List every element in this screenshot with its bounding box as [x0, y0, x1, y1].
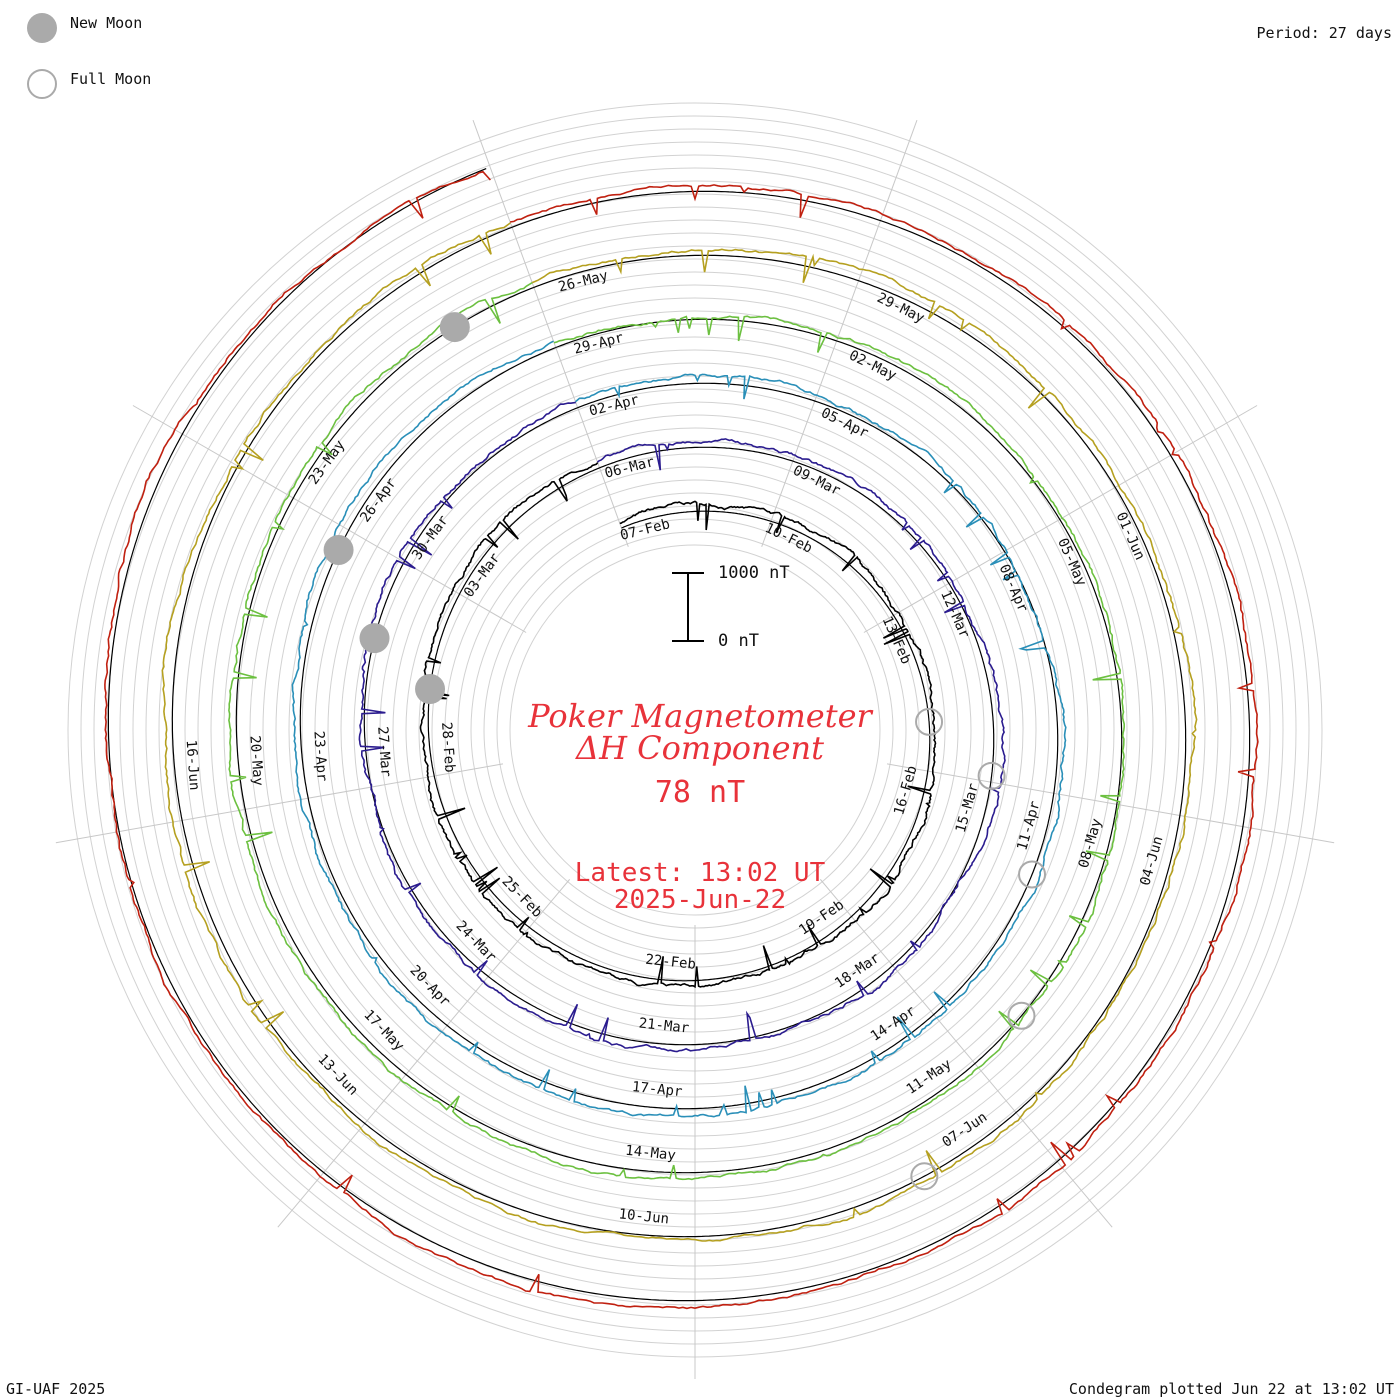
date-tick-label: 28-Feb — [438, 722, 457, 774]
series-line — [161, 222, 1198, 1242]
scale-bottom-label: 0 nT — [718, 631, 759, 651]
baseline-spiral — [107, 168, 1251, 1302]
full-moon-marker — [1018, 860, 1047, 889]
period-label: Period: 27 days — [1256, 24, 1392, 42]
baseline-turn — [299, 346, 1059, 1110]
moon-markers — [323, 312, 1047, 1191]
chart-title-line2: ΔH Component — [575, 729, 825, 767]
grid-spoke — [277, 879, 571, 1228]
series-line — [291, 340, 1067, 1118]
full-moon-marker — [977, 761, 1006, 790]
date-tick-label: 02-May — [846, 348, 898, 385]
date-tick-label: 05-Apr — [818, 405, 870, 442]
grid-spoke — [819, 879, 1113, 1228]
grid-ring — [509, 544, 881, 916]
full-moon-label: Full Moon — [70, 70, 152, 88]
grid-spoke — [761, 119, 918, 547]
full-moon-marker — [915, 707, 944, 736]
baseline-turn — [171, 226, 1187, 1238]
date-tick-label: 27-Mar — [374, 726, 393, 778]
date-tick-label: 21-Mar — [638, 1015, 690, 1036]
date-tick-label: 16-Jun — [183, 739, 202, 791]
current-value: 78 nT — [654, 775, 746, 810]
grid-spoke — [886, 763, 1335, 844]
date-tick-label: 20-May — [246, 735, 265, 787]
full-moon-marker — [910, 1162, 939, 1191]
scale-top-label: 1000 nT — [718, 563, 790, 583]
date-tick-label: 10-Jun — [618, 1206, 670, 1227]
latest-time: Latest: 13:02 UT — [574, 858, 826, 888]
date-tick-label: 17-Apr — [631, 1079, 683, 1100]
date-tick-label: 06-Mar — [603, 454, 656, 482]
grid-spoke — [863, 405, 1258, 633]
date-tick-label: 22-Feb — [645, 952, 697, 973]
date-tick-label: 10-Feb — [762, 520, 814, 557]
date-tick-label: 05-May — [1054, 536, 1089, 589]
chart-title-line1: Poker Magnetometer — [528, 697, 872, 735]
date-tick-label: 14-May — [625, 1143, 677, 1164]
latest-date: 2025-Jun-22 — [613, 885, 787, 915]
date-tick-label: 13-Feb — [879, 614, 914, 667]
date-tick-label: 18-Mar — [832, 950, 883, 992]
full-moon-icon — [27, 69, 57, 99]
baseline-turn — [107, 168, 1251, 1302]
baseline-turn — [235, 286, 1123, 1174]
new-moon-label: New Moon — [70, 14, 143, 32]
grid-spoke — [472, 119, 629, 547]
data-traces — [104, 170, 1259, 1310]
new-moon-marker — [415, 673, 446, 704]
footer-plot-time: Condegram plotted Jun 22 at 13:02 UT — [1068, 1380, 1394, 1398]
new-moon-marker — [323, 534, 354, 565]
grid-spoke — [132, 405, 527, 633]
full-moon-marker — [1007, 1001, 1036, 1030]
new-moon-marker — [439, 312, 470, 343]
series-line — [358, 401, 1006, 1053]
date-tick-label: 23-Apr — [310, 730, 329, 782]
scale-bar — [672, 572, 704, 642]
date-tick-label: 13-Jun — [314, 1051, 361, 1098]
series-line — [228, 282, 1125, 1181]
new-moon-icon — [27, 13, 57, 43]
footer-credit: GI-UAF 2025 — [6, 1380, 106, 1398]
new-moon-marker — [359, 623, 390, 654]
series-line — [104, 170, 1259, 1310]
